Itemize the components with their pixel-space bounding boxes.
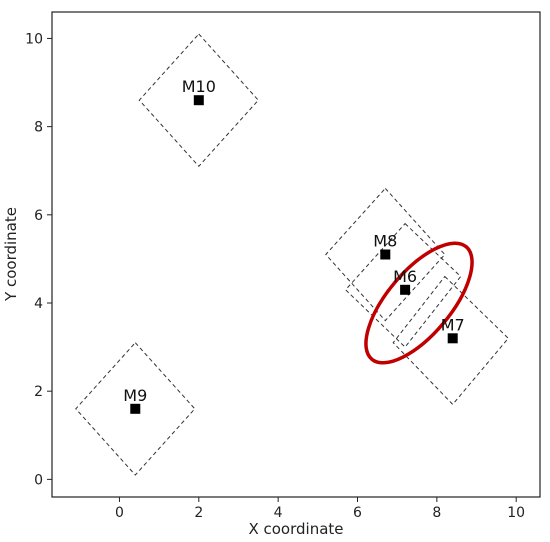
y-axis-label: Y coordinate bbox=[2, 207, 20, 302]
regions-layer bbox=[75, 33, 509, 476]
point-marker-m8 bbox=[380, 249, 391, 260]
y-tick-label: 8 bbox=[34, 120, 43, 136]
point-marker-m9 bbox=[130, 403, 141, 414]
point-marker-m10 bbox=[193, 95, 204, 106]
y-tick-label: 4 bbox=[34, 296, 43, 312]
plot-frame bbox=[51, 11, 541, 498]
y-tick-label: 10 bbox=[25, 31, 43, 47]
y-tick-label: 0 bbox=[34, 472, 43, 488]
ticks-layer: 0 2 4 6 8 10 0 2 4 6 8 10 bbox=[25, 31, 525, 521]
y-tick-label: 6 bbox=[34, 208, 43, 224]
x-tick-label: 0 bbox=[115, 505, 124, 521]
region-rotated-rect-5 bbox=[392, 275, 509, 406]
x-tick-label: 10 bbox=[507, 505, 525, 521]
x-tick-label: 6 bbox=[353, 505, 362, 521]
highlight-layer bbox=[364, 241, 474, 365]
highlight-ellipse bbox=[364, 241, 474, 365]
point-label-m6: M6 bbox=[393, 267, 417, 286]
point-label-m9: M9 bbox=[123, 386, 147, 405]
region-rotated-rect-3 bbox=[325, 187, 446, 322]
region-diamond-1 bbox=[138, 33, 259, 168]
point-label-m7: M7 bbox=[441, 315, 465, 334]
region-diamond-2 bbox=[75, 341, 196, 476]
x-axis-label: X coordinate bbox=[248, 520, 343, 538]
point-label-m10: M10 bbox=[182, 77, 216, 96]
y-tick-label: 2 bbox=[34, 384, 43, 400]
points-layer: M10 M8 M6 M7 M9 bbox=[123, 77, 465, 414]
x-tick-label: 8 bbox=[432, 505, 441, 521]
x-tick-label: 4 bbox=[274, 505, 283, 521]
x-tick-label: 2 bbox=[194, 505, 203, 521]
point-label-m8: M8 bbox=[373, 232, 397, 251]
point-marker-m6 bbox=[400, 284, 411, 295]
point-marker-m7 bbox=[447, 333, 458, 344]
region-rotated-rect-4 bbox=[344, 222, 462, 348]
